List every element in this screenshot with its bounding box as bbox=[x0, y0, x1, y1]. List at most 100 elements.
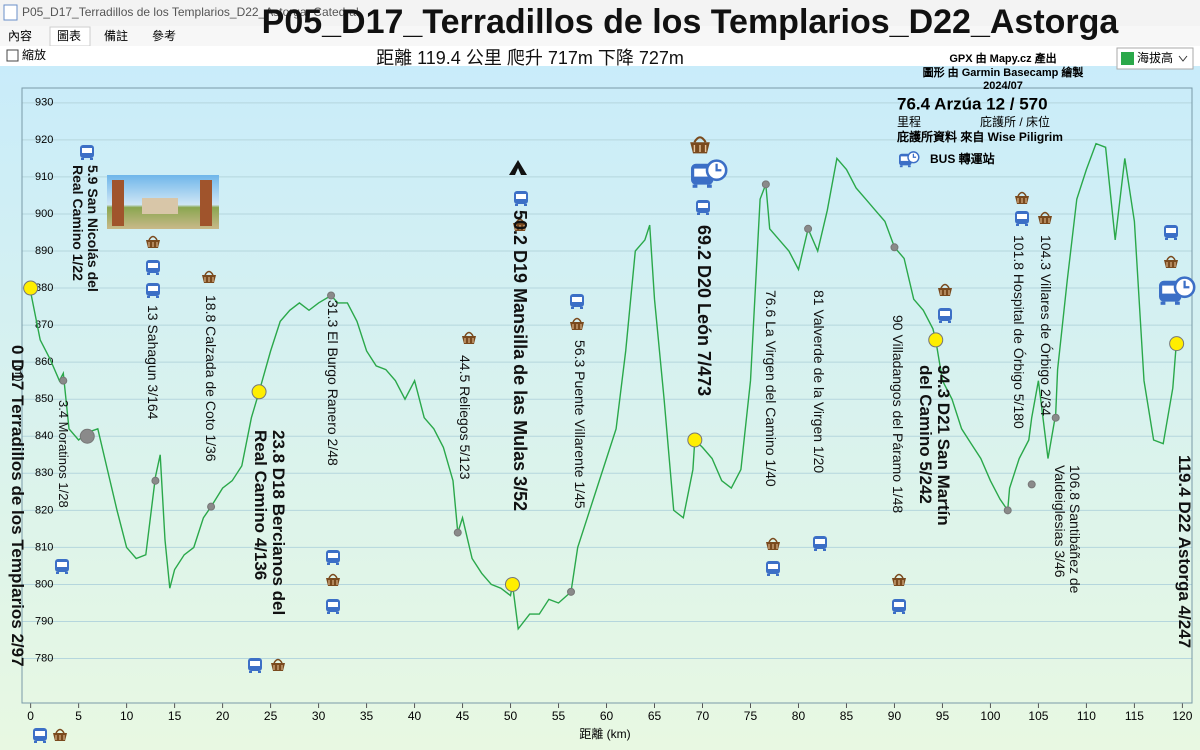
tab[interactable]: 內容 bbox=[8, 28, 32, 43]
x-tick-label: 70 bbox=[696, 709, 710, 723]
app-icon bbox=[3, 4, 18, 21]
bus-icon bbox=[900, 156, 910, 161]
bus-icon bbox=[250, 661, 260, 666]
bus-icon bbox=[892, 599, 906, 614]
waypoint-marker bbox=[567, 587, 576, 596]
x-tick-label: 80 bbox=[792, 709, 806, 723]
dropdown-arrow[interactable] bbox=[1178, 55, 1188, 62]
x-tick-label: 100 bbox=[980, 709, 1000, 723]
waypoint-marker bbox=[804, 224, 813, 233]
bus-icon bbox=[34, 741, 37, 743]
bus-icon bbox=[692, 184, 698, 188]
y-tick-label: 860 bbox=[35, 356, 53, 368]
tab[interactable]: 參考 bbox=[152, 28, 176, 43]
bus-icon bbox=[1160, 301, 1166, 305]
bus-icon bbox=[1166, 228, 1176, 233]
waypoint-marker bbox=[687, 432, 703, 448]
waypoint-marker bbox=[207, 502, 216, 511]
bus-icon bbox=[328, 602, 338, 607]
grid: 7807908008108208308408508608708808909009… bbox=[22, 97, 1193, 723]
x-tick-label: 50 bbox=[504, 709, 518, 723]
title-bar bbox=[0, 0, 1200, 26]
key-note: BUS 轉運站 bbox=[930, 151, 995, 166]
bus-icon bbox=[813, 536, 827, 551]
bus-icon bbox=[902, 612, 905, 614]
bus-icon bbox=[768, 564, 778, 569]
bus-icon bbox=[908, 165, 911, 168]
waypoint-label: 0 D17 Terradillos de los Templarios 2/97 bbox=[8, 345, 27, 667]
basket-icon bbox=[1015, 191, 1029, 204]
basket-icon bbox=[204, 270, 214, 276]
bus-icon bbox=[147, 296, 150, 298]
basket-icon bbox=[894, 573, 904, 579]
bus-icon bbox=[1162, 285, 1179, 294]
bus-icon bbox=[65, 572, 68, 574]
tent-icon bbox=[509, 160, 527, 175]
toolbar bbox=[0, 46, 1200, 66]
waypoint-marker bbox=[23, 280, 39, 296]
plot bbox=[23, 142, 1185, 631]
bus-icon bbox=[249, 671, 252, 673]
tab[interactable]: 備註 bbox=[104, 28, 128, 43]
legend-label: 海拔高 bbox=[1137, 50, 1173, 65]
waypoint-label: 76.6 La Virgen del Camino 1/40 bbox=[763, 290, 779, 487]
checkbox-label[interactable]: 縮放 bbox=[22, 47, 46, 62]
basket-icon bbox=[768, 537, 778, 543]
bus-icon bbox=[82, 148, 92, 153]
bus-icon bbox=[148, 286, 158, 291]
bus-icon bbox=[156, 296, 159, 298]
bus-icon bbox=[80, 145, 94, 160]
bus-icon bbox=[43, 741, 46, 743]
basket-icon bbox=[1038, 211, 1052, 224]
basket-icon bbox=[273, 665, 283, 670]
bus-icon bbox=[328, 553, 338, 558]
bus-icon bbox=[327, 563, 330, 565]
bus-icon bbox=[336, 563, 339, 565]
bus-icon bbox=[258, 671, 261, 673]
icons bbox=[33, 136, 1196, 743]
checkbox[interactable] bbox=[6, 49, 19, 62]
credit: 2024/07 bbox=[983, 80, 1023, 92]
waypoint-label: 81 Valverde de la Virgen 1/20 bbox=[811, 290, 827, 474]
bus-icon bbox=[55, 559, 69, 574]
basket-icon bbox=[693, 145, 707, 152]
basket-icon bbox=[515, 225, 525, 230]
bus-icon bbox=[156, 273, 159, 275]
waypoint-marker bbox=[1003, 506, 1012, 515]
basket-icon bbox=[572, 324, 582, 329]
waypoint-marker bbox=[1051, 413, 1060, 422]
x-tick-label: 75 bbox=[744, 709, 758, 723]
bus-icon bbox=[894, 602, 904, 607]
basket-icon bbox=[148, 242, 158, 247]
y-tick-label: 800 bbox=[35, 578, 53, 590]
bus-icon bbox=[326, 550, 340, 565]
legend[interactable] bbox=[1116, 47, 1194, 70]
waypoint-label: 44.5 Reliegos 5/123 bbox=[457, 355, 473, 480]
bus-icon bbox=[570, 294, 584, 309]
credit: GPX 由 Mapy.cz 產出 bbox=[949, 51, 1056, 65]
bus-icon bbox=[1025, 224, 1028, 226]
basket-icon bbox=[464, 338, 474, 343]
waypoint-label: 90 Villadangos del Páramo 1/48 bbox=[890, 315, 906, 514]
bus-icon bbox=[694, 168, 711, 177]
bus-icon bbox=[698, 203, 708, 208]
bus-icon bbox=[56, 572, 59, 574]
bus-icon bbox=[706, 213, 709, 215]
key-sample: 76.4 Arzúa 12 / 570 bbox=[897, 94, 1048, 113]
waypoint-label: 50.2 D19 Mansilla de las Mulas 3/52 bbox=[510, 210, 530, 512]
y-tick-label: 850 bbox=[35, 393, 53, 405]
clock-icon bbox=[715, 163, 722, 172]
bus-icon bbox=[899, 165, 903, 168]
window-title: P05_D17_Terradillos de los Templarios_D2… bbox=[22, 5, 359, 19]
bus-icon bbox=[767, 574, 770, 576]
waypoint-label: 18.8 Calzada de Coto 1/36 bbox=[203, 295, 219, 462]
x-tick-label: 115 bbox=[1125, 709, 1144, 723]
photo bbox=[107, 175, 219, 229]
x-tick-label: 5 bbox=[75, 709, 82, 723]
basket-icon bbox=[1040, 218, 1050, 223]
bus-icon bbox=[707, 184, 712, 188]
basket-icon bbox=[1166, 255, 1176, 261]
tab-bar bbox=[0, 26, 1200, 46]
tab[interactable]: 圖表 bbox=[57, 29, 81, 43]
